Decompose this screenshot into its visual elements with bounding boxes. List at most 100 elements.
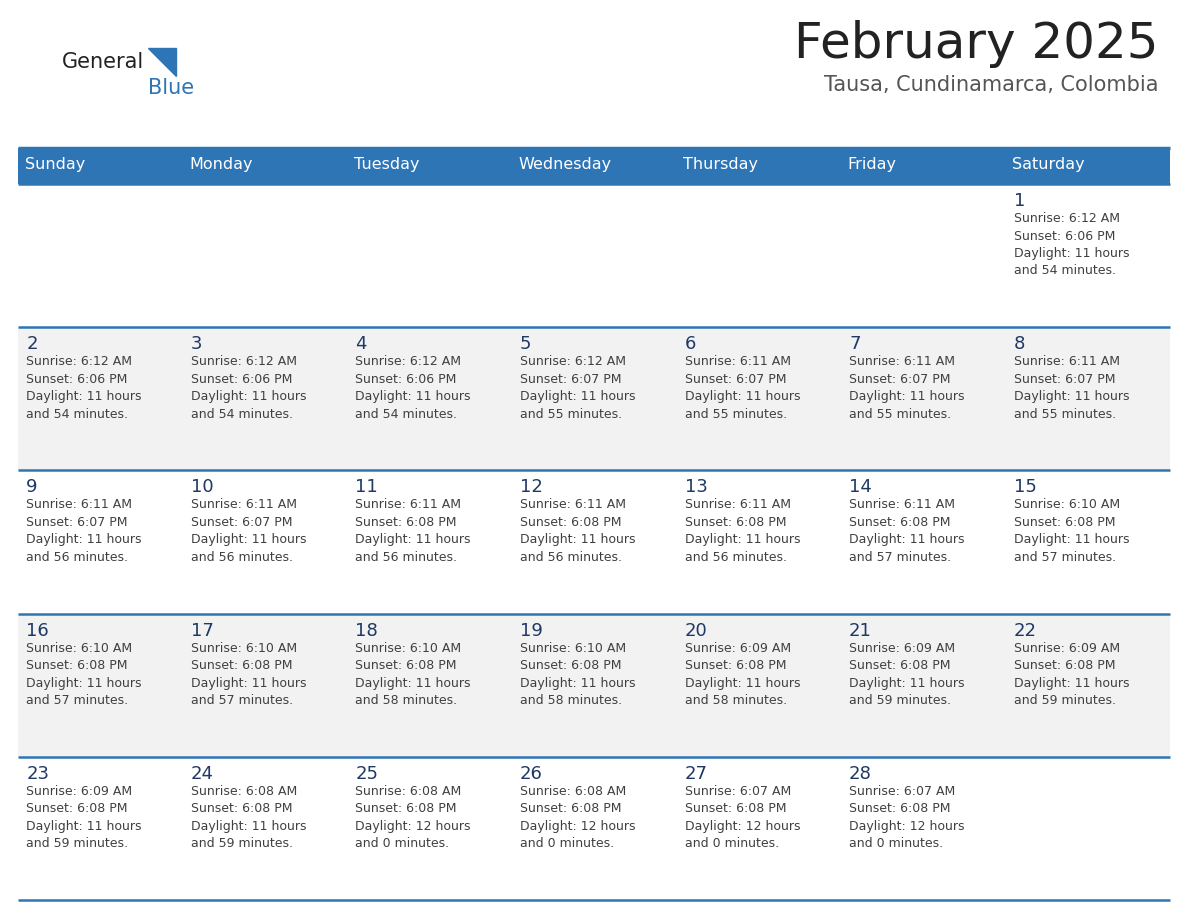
Text: and 59 minutes.: and 59 minutes. [1013,694,1116,707]
Text: Sunset: 6:07 PM: Sunset: 6:07 PM [849,373,950,386]
Text: Daylight: 11 hours: Daylight: 11 hours [191,820,307,833]
Text: Wednesday: Wednesday [518,158,612,173]
Text: Daylight: 11 hours: Daylight: 11 hours [849,533,965,546]
Text: Sunset: 6:06 PM: Sunset: 6:06 PM [355,373,456,386]
Text: and 0 minutes.: and 0 minutes. [849,837,943,850]
Text: Sunset: 6:08 PM: Sunset: 6:08 PM [355,516,457,529]
Text: 7: 7 [849,335,860,353]
Text: 4: 4 [355,335,367,353]
Text: Sunset: 6:08 PM: Sunset: 6:08 PM [26,659,128,672]
Text: and 55 minutes.: and 55 minutes. [1013,408,1116,420]
Text: Sunrise: 6:09 AM: Sunrise: 6:09 AM [1013,642,1120,655]
Text: Sunrise: 6:11 AM: Sunrise: 6:11 AM [355,498,461,511]
Text: Sunrise: 6:07 AM: Sunrise: 6:07 AM [849,785,955,798]
Text: and 54 minutes.: and 54 minutes. [191,408,292,420]
Text: Daylight: 11 hours: Daylight: 11 hours [355,390,470,403]
Text: Sunset: 6:08 PM: Sunset: 6:08 PM [191,659,292,672]
Text: Sunrise: 6:11 AM: Sunrise: 6:11 AM [849,355,955,368]
Text: Thursday: Thursday [683,158,758,173]
Bar [18,184,1170,327]
Text: Daylight: 11 hours: Daylight: 11 hours [520,533,636,546]
Text: and 56 minutes.: and 56 minutes. [355,551,457,564]
Text: and 57 minutes.: and 57 minutes. [191,694,293,707]
Text: Sunset: 6:08 PM: Sunset: 6:08 PM [355,802,457,815]
Text: Daylight: 11 hours: Daylight: 11 hours [684,390,800,403]
Text: 27: 27 [684,765,708,783]
Text: Daylight: 11 hours: Daylight: 11 hours [684,677,800,689]
Text: Sunrise: 6:12 AM: Sunrise: 6:12 AM [355,355,461,368]
Text: February 2025: February 2025 [794,20,1158,68]
Text: 10: 10 [191,478,214,497]
Text: 12: 12 [520,478,543,497]
Text: 6: 6 [684,335,696,353]
Text: Sunset: 6:08 PM: Sunset: 6:08 PM [684,659,786,672]
Text: Sunrise: 6:12 AM: Sunrise: 6:12 AM [520,355,626,368]
Text: Sunrise: 6:12 AM: Sunrise: 6:12 AM [26,355,132,368]
Text: Sunrise: 6:10 AM: Sunrise: 6:10 AM [355,642,461,655]
Text: and 0 minutes.: and 0 minutes. [355,837,449,850]
Text: and 59 minutes.: and 59 minutes. [191,837,292,850]
Text: Daylight: 11 hours: Daylight: 11 hours [191,533,307,546]
Text: Blue: Blue [148,78,194,98]
Text: 23: 23 [26,765,49,783]
Text: Sunset: 6:08 PM: Sunset: 6:08 PM [849,516,950,529]
Text: Sunrise: 6:11 AM: Sunrise: 6:11 AM [520,498,626,511]
Text: Daylight: 11 hours: Daylight: 11 hours [684,533,800,546]
Text: Sunrise: 6:12 AM: Sunrise: 6:12 AM [1013,212,1119,225]
Text: and 57 minutes.: and 57 minutes. [1013,551,1116,564]
Text: 26: 26 [520,765,543,783]
Text: Sunset: 6:06 PM: Sunset: 6:06 PM [1013,230,1116,242]
Text: and 55 minutes.: and 55 minutes. [684,408,786,420]
Text: 15: 15 [1013,478,1037,497]
Text: 19: 19 [520,621,543,640]
Text: and 55 minutes.: and 55 minutes. [520,408,623,420]
Text: 22: 22 [1013,621,1037,640]
Text: Sunset: 6:08 PM: Sunset: 6:08 PM [1013,659,1116,672]
Text: Sunset: 6:06 PM: Sunset: 6:06 PM [26,373,127,386]
Text: Sunset: 6:08 PM: Sunset: 6:08 PM [520,802,621,815]
Text: Sunrise: 6:12 AM: Sunrise: 6:12 AM [191,355,297,368]
Text: Daylight: 11 hours: Daylight: 11 hours [1013,677,1129,689]
Text: Daylight: 12 hours: Daylight: 12 hours [849,820,965,833]
Text: and 56 minutes.: and 56 minutes. [26,551,128,564]
Polygon shape [148,48,176,76]
Text: 3: 3 [191,335,202,353]
Text: Daylight: 12 hours: Daylight: 12 hours [520,820,636,833]
Text: and 56 minutes.: and 56 minutes. [191,551,292,564]
Text: 25: 25 [355,765,378,783]
Text: Sunrise: 6:08 AM: Sunrise: 6:08 AM [355,785,462,798]
Text: Daylight: 11 hours: Daylight: 11 hours [26,677,141,689]
Text: and 57 minutes.: and 57 minutes. [849,551,952,564]
Text: Sunset: 6:08 PM: Sunset: 6:08 PM [520,516,621,529]
Text: Sunset: 6:08 PM: Sunset: 6:08 PM [355,659,457,672]
Bar [18,470,1170,613]
Text: Sunset: 6:08 PM: Sunset: 6:08 PM [520,659,621,672]
Text: Sunrise: 6:11 AM: Sunrise: 6:11 AM [684,498,790,511]
Text: and 54 minutes.: and 54 minutes. [26,408,128,420]
Text: Sunrise: 6:11 AM: Sunrise: 6:11 AM [849,498,955,511]
Text: and 0 minutes.: and 0 minutes. [684,837,778,850]
Text: 8: 8 [1013,335,1025,353]
Text: Sunset: 6:07 PM: Sunset: 6:07 PM [520,373,621,386]
Text: Sunrise: 6:08 AM: Sunrise: 6:08 AM [520,785,626,798]
Text: Daylight: 11 hours: Daylight: 11 hours [849,390,965,403]
Text: Sunrise: 6:10 AM: Sunrise: 6:10 AM [520,642,626,655]
Text: and 56 minutes.: and 56 minutes. [684,551,786,564]
Text: 17: 17 [191,621,214,640]
Text: Sunrise: 6:11 AM: Sunrise: 6:11 AM [1013,355,1119,368]
Text: Sunrise: 6:08 AM: Sunrise: 6:08 AM [191,785,297,798]
Text: and 55 minutes.: and 55 minutes. [849,408,952,420]
Text: Friday: Friday [847,158,897,173]
Text: Daylight: 11 hours: Daylight: 11 hours [26,820,141,833]
Text: and 56 minutes.: and 56 minutes. [520,551,623,564]
Text: 9: 9 [26,478,38,497]
Text: Saturday: Saturday [1012,158,1085,173]
Bar [18,327,1170,470]
Text: 13: 13 [684,478,707,497]
Text: and 58 minutes.: and 58 minutes. [355,694,457,707]
Text: 5: 5 [520,335,531,353]
Text: Sunset: 6:08 PM: Sunset: 6:08 PM [849,659,950,672]
Text: Sunday: Sunday [25,158,84,173]
Bar [18,613,1170,756]
Text: Daylight: 11 hours: Daylight: 11 hours [520,390,636,403]
